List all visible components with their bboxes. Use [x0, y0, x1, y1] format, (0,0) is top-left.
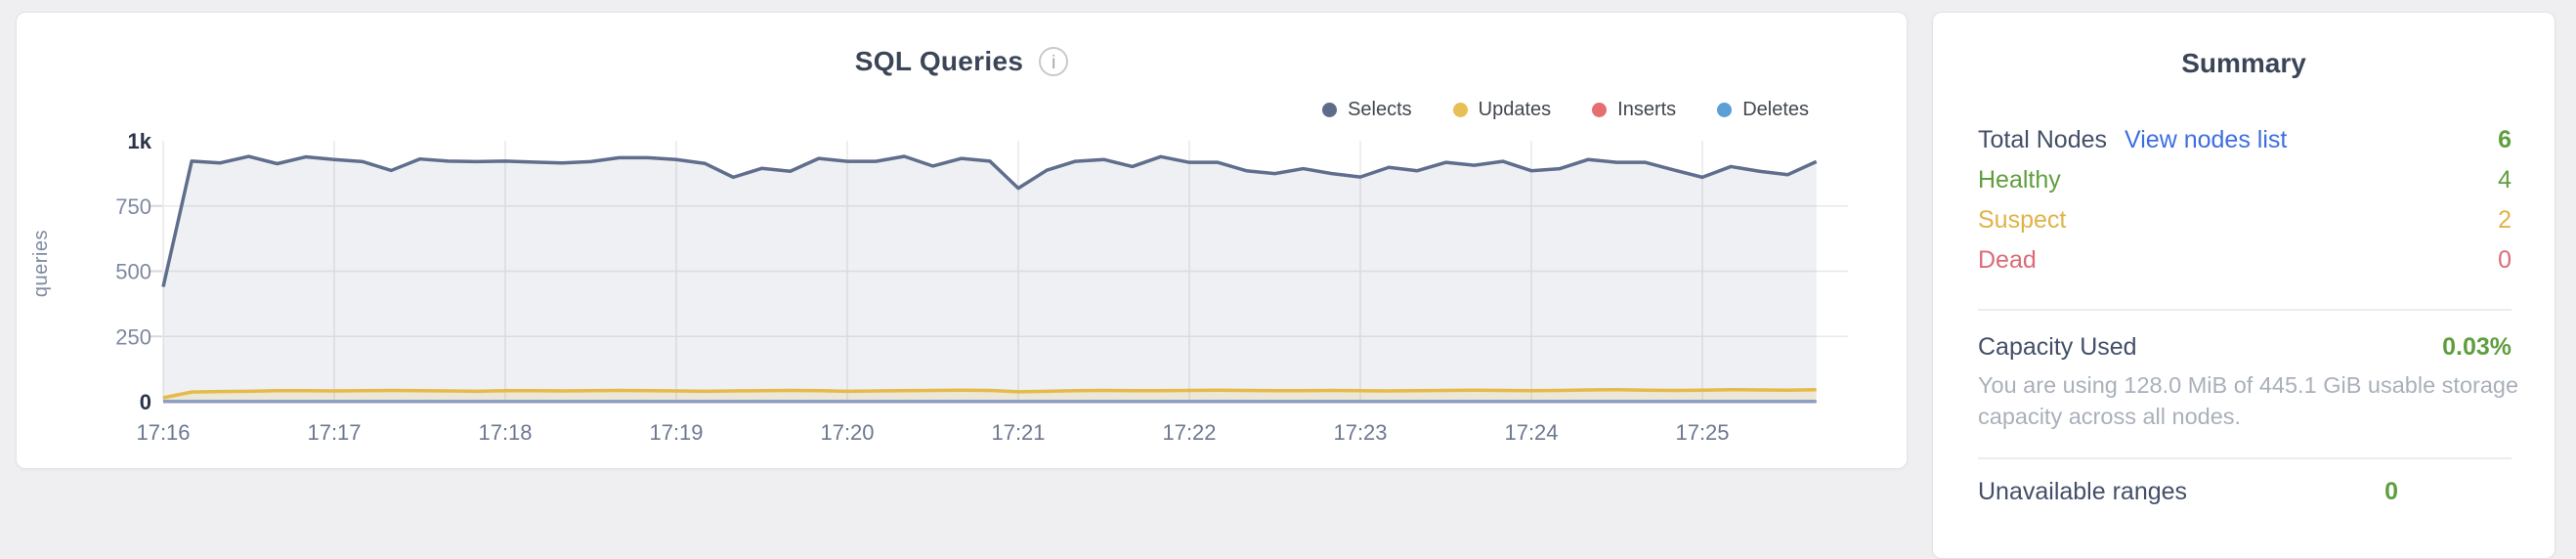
- divider: [1978, 309, 2512, 311]
- legend-item-label: Deletes: [1742, 99, 1809, 120]
- svg-text:750: 750: [115, 194, 151, 219]
- node-status-value: 6: [2498, 126, 2512, 153]
- node-status-row: Suspect 2: [1978, 200, 2512, 240]
- svg-text:17:23: 17:23: [1333, 420, 1387, 445]
- legend-dot-icon: [1452, 103, 1468, 117]
- legend-dot-icon: [1717, 103, 1733, 117]
- legend-item[interactable]: Selects: [1322, 99, 1412, 121]
- node-status-label: Total Nodes: [1978, 126, 2108, 153]
- summary-title: Summary: [2181, 48, 2306, 78]
- svg-text:17:22: 17:22: [1162, 420, 1216, 445]
- svg-text:500: 500: [115, 260, 151, 284]
- dashboard-page: { "chart_card": { "title": "SQL Queries"…: [16, 12, 2555, 559]
- capacity-used-label: Capacity Used: [1978, 333, 2137, 361]
- capacity-used-row: Capacity Used 0.03%: [1978, 333, 2512, 362]
- svg-text:17:19: 17:19: [649, 420, 703, 445]
- capacity-description: You are using 128.0 MiB of 445.1 GiB usa…: [1978, 372, 2519, 429]
- svg-text:17:25: 17:25: [1675, 420, 1729, 445]
- summary-panel: Summary Total Nodes View nodes list 6 He…: [1932, 12, 2555, 559]
- node-status-row: Healthy 4: [1978, 160, 2512, 200]
- svg-text:17:18: 17:18: [478, 420, 532, 445]
- node-status-rows: Total Nodes View nodes list 6 Healthy 4 …: [1978, 120, 2512, 280]
- chart-header: SQL Queries i: [17, 46, 1907, 77]
- unavailable-ranges-row: Unavailable ranges 0: [1978, 478, 2512, 506]
- legend-dot-icon: [1322, 103, 1338, 117]
- svg-text:17:20: 17:20: [820, 420, 874, 445]
- info-icon[interactable]: i: [1039, 47, 1069, 76]
- node-status-value: 2: [2498, 206, 2512, 234]
- svg-text:1k: 1k: [128, 129, 152, 153]
- node-status-row: Dead 0: [1978, 240, 2512, 280]
- legend-item-label: Inserts: [1617, 99, 1677, 120]
- legend-item[interactable]: Deletes: [1717, 99, 1809, 121]
- svg-text:17:16: 17:16: [136, 420, 190, 445]
- y-axis-label: queries: [30, 230, 52, 298]
- svg-text:0: 0: [140, 390, 151, 414]
- node-status-label: Suspect: [1978, 206, 2067, 234]
- node-status-label: Dead: [1978, 246, 2037, 274]
- unavailable-ranges-value: 0: [2384, 478, 2398, 505]
- legend-item[interactable]: Updates: [1452, 99, 1552, 121]
- legend-item[interactable]: Inserts: [1592, 99, 1676, 121]
- view-nodes-list-link[interactable]: View nodes list: [2125, 126, 2288, 153]
- sql-queries-chart[interactable]: 0 250 500 750 1k 17:16 17:17 17:18 17:19 17:20 17:…: [17, 13, 1909, 470]
- svg-text:250: 250: [115, 324, 151, 349]
- svg-text:17:24: 17:24: [1504, 420, 1558, 445]
- chart-title: SQL Queries: [854, 46, 1024, 76]
- legend-dot-icon: [1592, 103, 1608, 117]
- node-status-row: Total Nodes View nodes list 6: [1978, 120, 2512, 160]
- sql-queries-card: SQL Queries i Selects Updates Inserts De…: [16, 12, 1908, 469]
- svg-text:17:21: 17:21: [991, 420, 1045, 445]
- capacity-used-value: 0.03%: [2442, 333, 2512, 361]
- divider: [1978, 457, 2512, 459]
- chart-legend: Selects Updates Inserts Deletes: [1322, 99, 1809, 121]
- legend-item-label: Updates: [1478, 99, 1552, 120]
- node-status-label: Healthy: [1978, 166, 2061, 194]
- legend-item-label: Selects: [1348, 99, 1412, 120]
- svg-text:17:17: 17:17: [307, 420, 361, 445]
- node-status-value: 4: [2498, 166, 2512, 194]
- unavailable-ranges-label: Unavailable ranges: [1978, 478, 2188, 505]
- node-status-value: 0: [2498, 246, 2512, 274]
